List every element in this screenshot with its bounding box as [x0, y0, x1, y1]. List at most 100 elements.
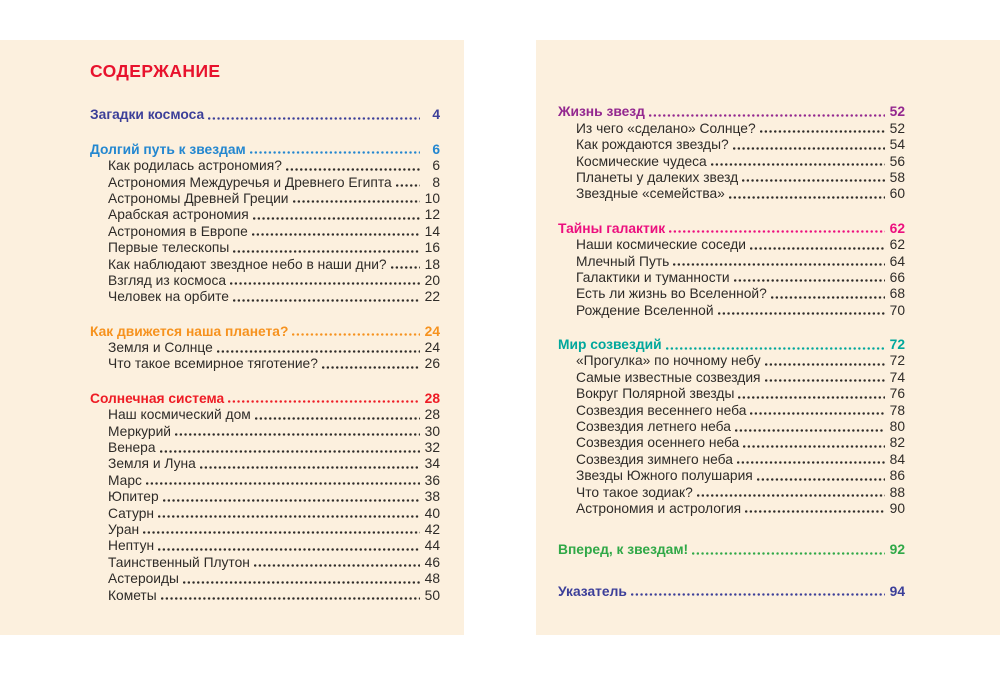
toc-entry: Нептун 44	[90, 537, 440, 553]
toc-section: Долгий путь к звездам 6 Как родилась астро…	[90, 140, 440, 305]
toc-entry: Астрономия в Европе 14	[90, 222, 440, 239]
dot-leader	[710, 163, 885, 167]
toc-page-number: 60	[889, 186, 905, 202]
dot-leader	[228, 400, 420, 404]
toc-entry-label: Долгий путь к звездам	[90, 141, 246, 157]
toc-entry-label: Галактики и туманности	[576, 269, 730, 285]
toc-page-number: 72	[889, 337, 905, 353]
toc-entry-label: Солнечная система	[90, 390, 225, 406]
toc-entry: Кометы 50	[90, 586, 440, 603]
toc-entry-label: Наш космический дом	[108, 407, 251, 423]
toc-page-number: 54	[889, 137, 905, 153]
toc-entry-label: Созвездия весеннего неба	[576, 402, 747, 418]
toc-entry: Земля и Луна 34	[90, 455, 440, 471]
toc-section-header: Жизнь звезд 52	[558, 103, 905, 119]
dot-leader	[158, 515, 420, 519]
toc-section: Жизнь звезд 52 Из чего «сделано» Солнце? 52…	[558, 103, 905, 201]
dot-leader	[254, 416, 420, 420]
dot-leader	[390, 266, 420, 270]
dot-leader	[160, 597, 420, 601]
toc-page-number: 4	[432, 107, 440, 123]
dot-leader	[692, 551, 885, 555]
toc-page-number: 26	[424, 356, 440, 372]
dot-leader	[717, 312, 885, 316]
toc-page-number: 10	[424, 190, 440, 206]
toc-entry-label: Из чего «сделано» Солнце?	[576, 120, 756, 136]
toc-page-number: 30	[424, 423, 440, 439]
toc-entry: Астрономия и астрология 90	[558, 500, 905, 516]
toc-page-number: 72	[889, 353, 905, 369]
toc-entry-label: Кометы	[108, 587, 157, 603]
toc-entry-label: Наши космические соседи	[576, 237, 746, 253]
toc-entry: Взгляд из космоса 20	[90, 272, 440, 288]
toc-page-number: 64	[889, 253, 905, 269]
toc-page-number: 62	[889, 237, 905, 253]
toc-page-number: 34	[424, 456, 440, 472]
dot-leader	[395, 184, 420, 188]
toc-entry: Венера 32	[90, 439, 440, 455]
toc-page-number: 32	[424, 440, 440, 456]
toc-page-number: 92	[889, 542, 905, 558]
toc-page-number: 70	[889, 302, 905, 318]
toc-page-number: 40	[424, 505, 440, 521]
toc-entry-label: Что такое зодиак?	[576, 484, 693, 500]
dot-leader	[162, 498, 420, 502]
toc-entry-label: Нептун	[108, 538, 155, 554]
dot-leader	[292, 200, 420, 204]
toc-page-number: 38	[424, 489, 440, 505]
dot-leader	[208, 116, 420, 120]
toc-page-number: 50	[424, 587, 440, 603]
toc-page-number: 86	[889, 468, 905, 484]
toc-entry-label: Земля и Солнце	[108, 340, 213, 356]
dot-leader	[764, 379, 885, 383]
toc-entry-label: Млечный Путь	[576, 253, 670, 269]
toc-entry-label: Что такое всемирное тяготение?	[108, 356, 318, 372]
toc-page-number: 76	[889, 386, 905, 402]
toc-entry-label: Самые известные созвездия	[576, 369, 761, 385]
toc-entry: Таинственный Плутон 46	[90, 553, 440, 570]
toc-page-number: 6	[432, 141, 440, 157]
toc-page-number: 24	[424, 340, 440, 356]
toc-section-header: Загадки космоса 4	[90, 106, 440, 122]
dot-leader	[673, 263, 885, 267]
toc-entry-label: Указатель	[558, 583, 627, 599]
dot-leader	[665, 346, 885, 350]
toc-entry-label: Жизнь звезд	[558, 104, 645, 120]
toc-page-number: 68	[889, 286, 905, 302]
toc-entry: Человек на орбите 22	[90, 288, 440, 304]
toc-entry: Наш космический дом 28	[90, 406, 440, 422]
toc-entry: Из чего «сделано» Солнце? 52	[558, 119, 905, 136]
toc-entry-label: Как рождаются звезды?	[576, 137, 729, 153]
dot-leader	[756, 477, 885, 481]
toc-entry-label: Звездные «семейства»	[576, 186, 725, 202]
dot-leader	[233, 249, 420, 253]
toc-entry: Наши космические соседи 62	[558, 236, 905, 252]
toc-entry: Первые телескопы 16	[90, 239, 440, 255]
toc-entry-label: Венера	[108, 440, 156, 456]
toc-page-number: 46	[424, 554, 440, 570]
toc-entry-label: Первые телескопы	[108, 240, 230, 256]
page-left: СОДЕРЖАНИЕ Загадки космоса 4 Долгий путь к…	[0, 40, 464, 635]
toc-entry-label: Земля и Луна	[108, 456, 196, 472]
toc-entry: Созвездия зимнего неба 84	[558, 450, 905, 467]
toc-section-header: Указатель 94	[558, 582, 905, 599]
dot-leader	[145, 482, 420, 486]
toc-entry-label: Созвездия осеннего неба	[576, 435, 740, 451]
toc-entry-label: Вперед, к звездам!	[558, 542, 689, 558]
toc-entry-label: Астероиды	[108, 571, 179, 587]
toc-entry: Как родилась астрономия? 6	[90, 157, 440, 173]
toc-page-number: 14	[424, 223, 440, 239]
toc-entry-label: «Прогулка» по ночному небу	[576, 353, 761, 369]
toc-entry: Что такое зодиак? 88	[558, 483, 905, 500]
toc-page-number: 36	[424, 472, 440, 488]
toc-entry: Млечный Путь 64	[558, 252, 905, 269]
toc-entry-label: Загадки космоса	[90, 107, 205, 123]
toc-page-number: 88	[889, 484, 905, 500]
toc-page-number: 28	[424, 390, 440, 406]
toc-entry: Земля и Солнце 24	[90, 339, 440, 355]
toc-entry: Астрономия Междуречья и Древнего Египта 8	[90, 173, 440, 190]
toc-entry-label: Сатурн	[108, 505, 154, 521]
right-sections: Жизнь звезд 52 Из чего «сделано» Солнце? 52…	[558, 103, 905, 599]
toc-entry: Астрономы Древней Греции 10	[90, 190, 440, 206]
dot-leader	[750, 412, 885, 416]
